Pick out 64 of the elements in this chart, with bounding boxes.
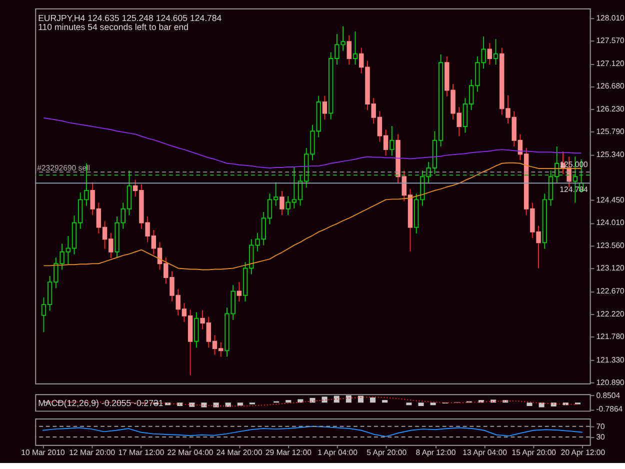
candlestick — [352, 30, 358, 66]
bar — [298, 399, 304, 403]
text: 110 minutes 54 seconds left to bar end — [38, 22, 189, 32]
bar — [406, 402, 412, 406]
bar — [346, 395, 352, 403]
x-tick-label: 15 Apr 20:00 — [512, 448, 557, 458]
text: EURJPY,H4 124.635 125.248 124.605 124.784 — [38, 13, 222, 24]
bar — [538, 402, 544, 408]
x-tick-label: 17 Mar 12:00 — [118, 448, 165, 458]
y-tick-label: 126.230 — [596, 104, 625, 114]
candlestick — [194, 312, 199, 348]
x-tick-label: 22 Mar 04:00 — [167, 448, 214, 458]
y-tick-label: 124.450 — [596, 196, 625, 205]
y-tick-label: 126.680 — [596, 82, 625, 91]
bar — [201, 402, 207, 408]
bar — [189, 402, 195, 407]
y-tick-label: 120.890 — [596, 378, 625, 387]
y-tick-label: 123.560 — [596, 241, 625, 250]
candlestick — [390, 126, 394, 156]
bar — [526, 402, 532, 406]
x-tick-label: 24 Mar 20:00 — [216, 448, 263, 458]
candlestick — [236, 282, 242, 302]
y-tick-label: 122.220 — [596, 310, 625, 319]
bar — [382, 400, 388, 403]
candlestick — [322, 95, 328, 120]
y-tick-label: 30 — [596, 432, 606, 442]
bar — [225, 402, 231, 407]
bar — [322, 396, 328, 403]
x-tick-label: 10 Mar 2010 — [21, 448, 66, 458]
candlestick — [346, 34, 352, 66]
x-tick-label: 20 Apr 12:00 — [560, 448, 606, 458]
y-tick-label: 123.120 — [596, 264, 625, 273]
x-tick-label: 5 Apr 20:00 — [366, 448, 408, 458]
x-tick-label: 13 Apr 04:00 — [462, 448, 508, 458]
y-tick-label: 122.670 — [596, 286, 625, 296]
x-tick-label: 8 Apr 12:00 — [416, 448, 456, 458]
bar — [177, 402, 183, 406]
bar — [370, 398, 376, 403]
y-tick-label: 125.790 — [596, 127, 625, 136]
candlestick — [487, 42, 492, 66]
bar — [237, 402, 243, 406]
y-tick-label: 124.010 — [596, 218, 625, 228]
candlestick — [493, 38, 498, 66]
bar — [418, 402, 424, 406]
candlestick — [280, 190, 284, 216]
x-tick-label: 12 Mar 20:00 — [69, 448, 116, 458]
bar — [286, 400, 292, 403]
bar — [430, 402, 436, 406]
y-tick-label: 0.8504 — [596, 390, 621, 400]
y-tick-label: -0.7864 — [596, 404, 624, 414]
y-tick-label: 125.340 — [596, 150, 625, 160]
y-tick-label: 121.330 — [596, 355, 625, 364]
y-tick-label: 121.780 — [596, 332, 625, 342]
y-tick-label: 127.120 — [596, 59, 625, 68]
bar — [358, 396, 364, 403]
line-series — [42, 426, 583, 437]
bar — [213, 402, 219, 408]
bar — [550, 402, 556, 406]
x-tick-label: 1 Apr 04:00 — [318, 448, 358, 458]
y-tick-label: 128.010 — [596, 14, 625, 23]
x-tick-label: 29 Mar 12:00 — [265, 448, 312, 458]
bar — [310, 398, 316, 403]
y-tick-label: 70 — [596, 422, 606, 431]
y-tick-label: 127.570 — [596, 36, 625, 46]
